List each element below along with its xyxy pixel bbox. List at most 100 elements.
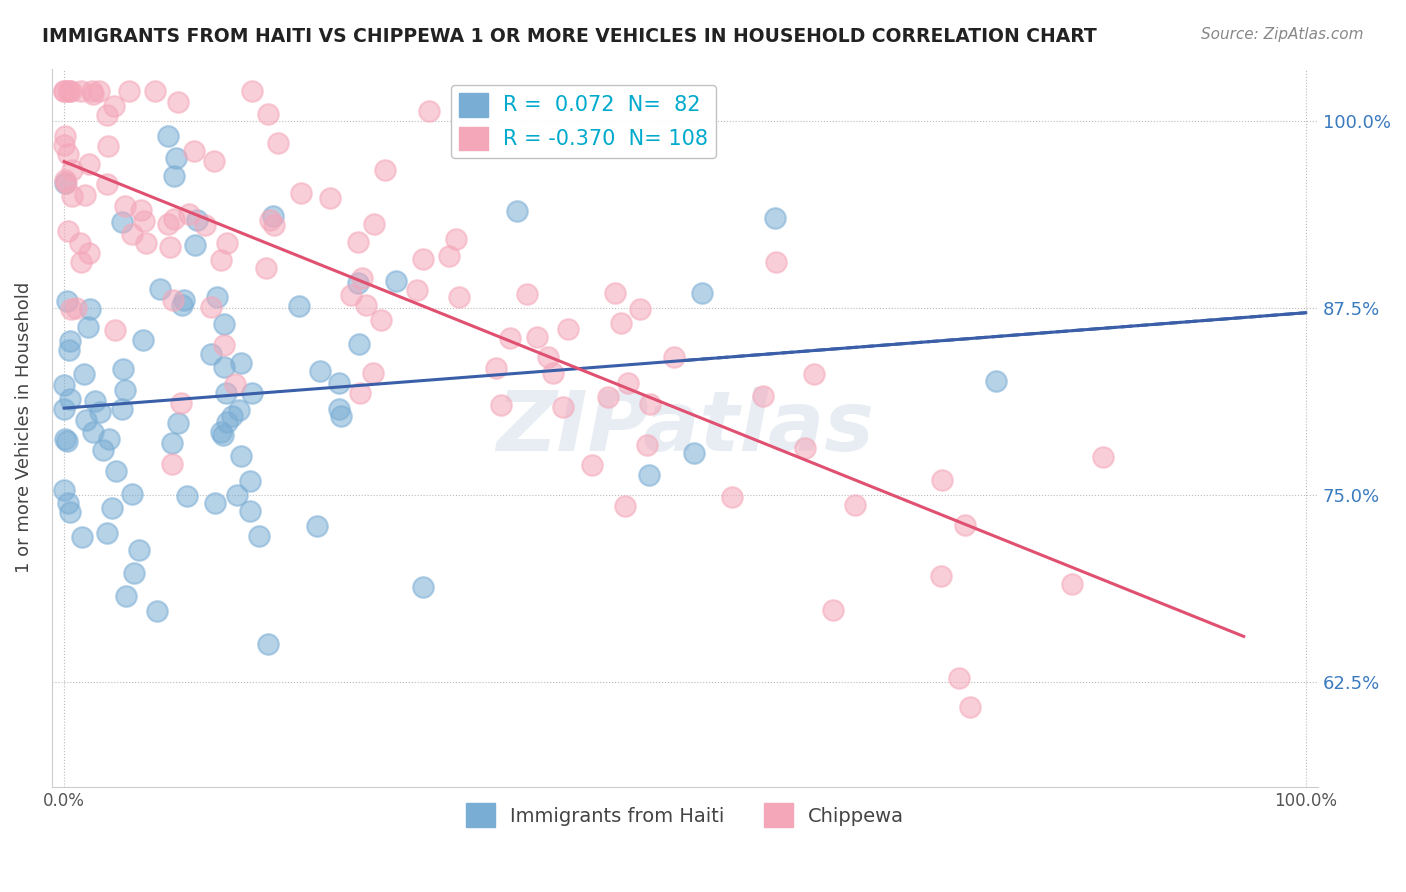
Chippewa xyxy=(87,84,110,98)
Immigrants from Haiti xyxy=(124,566,146,581)
Immigrants from Haiti xyxy=(262,209,284,223)
Immigrants from Haiti xyxy=(83,394,105,409)
Immigrants from Haiti xyxy=(56,434,79,448)
Immigrants from Haiti xyxy=(763,211,786,225)
Immigrants from Haiti xyxy=(637,467,659,482)
Chippewa xyxy=(55,177,77,191)
Chippewa xyxy=(557,322,579,336)
Immigrants from Haiti xyxy=(160,436,183,450)
Chippewa xyxy=(209,253,232,268)
Chippewa xyxy=(103,99,125,113)
Chippewa xyxy=(350,271,373,285)
Chippewa xyxy=(259,212,281,227)
Chippewa xyxy=(752,389,775,403)
Immigrants from Haiti xyxy=(683,446,706,460)
Chippewa xyxy=(803,367,825,381)
Chippewa xyxy=(53,84,76,98)
Immigrants from Haiti xyxy=(75,412,97,426)
Chippewa xyxy=(53,137,76,152)
Chippewa xyxy=(132,214,155,228)
Immigrants from Haiti xyxy=(240,385,263,400)
Chippewa xyxy=(1060,577,1083,591)
Chippewa xyxy=(56,84,79,98)
Chippewa xyxy=(194,218,217,232)
Chippewa xyxy=(162,457,184,471)
Chippewa xyxy=(319,191,342,205)
Chippewa xyxy=(77,246,100,260)
Chippewa xyxy=(526,330,548,344)
Immigrants from Haiti xyxy=(231,450,253,464)
Immigrants from Haiti xyxy=(59,334,82,348)
Chippewa xyxy=(551,400,574,414)
Chippewa xyxy=(114,199,136,213)
Immigrants from Haiti xyxy=(98,432,121,446)
Immigrants from Haiti xyxy=(104,465,127,479)
Chippewa xyxy=(121,227,143,241)
Immigrants from Haiti xyxy=(173,293,195,307)
Chippewa xyxy=(60,189,83,203)
Chippewa xyxy=(70,255,93,269)
Immigrants from Haiti xyxy=(172,298,194,312)
Immigrants from Haiti xyxy=(53,402,76,417)
Immigrants from Haiti xyxy=(346,277,368,291)
Immigrants from Haiti xyxy=(205,290,228,304)
Chippewa xyxy=(58,147,80,161)
Chippewa xyxy=(794,442,817,456)
Chippewa xyxy=(82,87,104,101)
Immigrants from Haiti xyxy=(156,129,179,144)
Immigrants from Haiti xyxy=(82,425,104,439)
Chippewa xyxy=(263,219,285,233)
Immigrants from Haiti xyxy=(101,500,124,515)
Immigrants from Haiti xyxy=(328,376,350,391)
Chippewa xyxy=(145,84,167,98)
Immigrants from Haiti xyxy=(121,486,143,500)
Immigrants from Haiti xyxy=(288,299,311,313)
Legend: Immigrants from Haiti, Chippewa: Immigrants from Haiti, Chippewa xyxy=(458,796,912,835)
Immigrants from Haiti xyxy=(204,496,226,510)
Immigrants from Haiti xyxy=(506,204,529,219)
Chippewa xyxy=(75,187,97,202)
Chippewa xyxy=(340,287,363,301)
Chippewa xyxy=(370,313,392,327)
Chippewa xyxy=(56,224,79,238)
Immigrants from Haiti xyxy=(239,474,262,488)
Immigrants from Haiti xyxy=(58,496,80,510)
Chippewa xyxy=(823,603,845,617)
Immigrants from Haiti xyxy=(239,503,262,517)
Chippewa xyxy=(412,252,434,267)
Chippewa xyxy=(948,671,970,685)
Chippewa xyxy=(80,84,103,98)
Chippewa xyxy=(499,331,522,345)
Chippewa xyxy=(135,235,157,250)
Immigrants from Haiti xyxy=(89,404,111,418)
Chippewa xyxy=(170,396,193,410)
Immigrants from Haiti xyxy=(55,432,77,446)
Immigrants from Haiti xyxy=(167,416,190,430)
Chippewa xyxy=(537,350,560,364)
Immigrants from Haiti xyxy=(59,392,82,406)
Immigrants from Haiti xyxy=(305,519,328,533)
Immigrants from Haiti xyxy=(110,215,132,229)
Chippewa xyxy=(129,203,152,218)
Chippewa xyxy=(610,316,633,330)
Chippewa xyxy=(614,500,637,514)
Immigrants from Haiti xyxy=(53,377,76,392)
Chippewa xyxy=(53,172,76,186)
Immigrants from Haiti xyxy=(56,294,79,309)
Text: ZIPatlas: ZIPatlas xyxy=(496,387,875,468)
Chippewa xyxy=(69,236,91,251)
Chippewa xyxy=(65,301,87,316)
Chippewa xyxy=(959,700,981,714)
Immigrants from Haiti xyxy=(70,529,93,543)
Immigrants from Haiti xyxy=(53,176,76,190)
Chippewa xyxy=(267,136,290,151)
Chippewa xyxy=(418,104,440,119)
Chippewa xyxy=(485,360,508,375)
Chippewa xyxy=(59,84,82,98)
Immigrants from Haiti xyxy=(221,409,243,423)
Immigrants from Haiti xyxy=(226,488,249,502)
Immigrants from Haiti xyxy=(163,169,186,183)
Chippewa xyxy=(254,261,277,276)
Chippewa xyxy=(163,211,186,226)
Immigrants from Haiti xyxy=(200,347,222,361)
